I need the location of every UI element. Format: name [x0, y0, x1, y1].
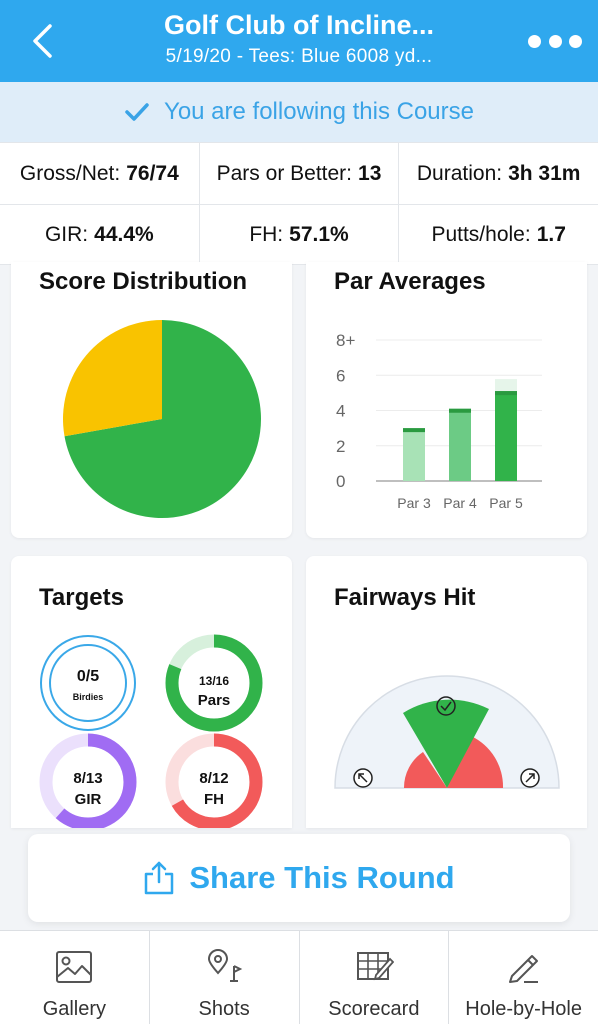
par-averages-chart: 0 2 4 6 8+ Par 3 Par 4 Par 5	[336, 331, 542, 511]
bar-par-4	[449, 408, 471, 481]
y-tick-label: 6	[336, 366, 345, 385]
check-icon	[125, 103, 149, 121]
score-pie-chart	[62, 320, 261, 518]
nav-hole-by-hole[interactable]: Hole-by-Hole	[449, 931, 598, 1024]
miss-right-wedge	[447, 736, 504, 788]
ring-outer	[40, 635, 136, 731]
round-subtitle: 5/19/20 - Tees: Blue 6008 yd...	[165, 46, 433, 67]
arrow-up-left-icon	[353, 768, 373, 788]
card-title: Targets	[39, 584, 124, 611]
fh-stat: FH: 57.1%	[200, 205, 400, 264]
nav-gallery[interactable]: Gallery	[0, 931, 150, 1024]
targets-card[interactable]: Targets 0/5 Birdies 13/16 Pars 8/13 GIR …	[11, 556, 292, 828]
y-tick-label: 2	[336, 437, 345, 456]
bar-cap	[449, 408, 471, 413]
targets-rings	[39, 634, 263, 828]
nav-label: Hole-by-Hole	[465, 998, 582, 1020]
following-text: You are following this Course	[164, 98, 474, 125]
card-title: Par Averages	[334, 268, 486, 295]
share-icon	[145, 861, 174, 895]
ring-progress	[165, 733, 263, 828]
par-averages-card[interactable]: Par Averages 0 2 4 6 8+ Par 3 Par 4 Par 5	[306, 262, 587, 538]
following-banner[interactable]: You are following this Course	[0, 82, 598, 142]
share-round-button[interactable]: Share This Round	[28, 834, 570, 922]
course-title: Golf Club of Incline...	[164, 10, 434, 40]
image-icon	[56, 951, 93, 983]
birdies-target: 0/5 Birdies	[72, 668, 104, 702]
fh-target: 8/12 FH	[199, 770, 229, 808]
nav-shots[interactable]: Shots	[150, 931, 300, 1024]
scorecard-icon	[356, 952, 394, 981]
ring-progress	[165, 634, 263, 732]
bar-par-5	[495, 391, 517, 481]
duration-stat: Duration: 3h 31m	[416, 161, 581, 185]
card-title: Fairways Hit	[334, 584, 476, 611]
gross-net-stat: Gross/Net: 76/74	[0, 143, 200, 204]
putts-stat: Putts/hole: 1.7	[431, 222, 566, 246]
ring-inner	[49, 644, 127, 722]
pars-or-better-stat: Pars or Better: 13	[200, 143, 400, 204]
bar-par-3	[403, 428, 425, 481]
score-distribution-card[interactable]: Score Distribution	[11, 262, 292, 538]
bar-cap	[403, 428, 425, 433]
arrow-up-right-icon	[520, 768, 540, 788]
miss-left-wedge	[403, 752, 447, 788]
bar-cap	[495, 391, 517, 396]
more-dots-icon[interactable]	[528, 33, 582, 49]
bar-shadow	[495, 379, 517, 392]
map-pin-icon	[208, 949, 243, 982]
pencil-icon	[508, 955, 538, 983]
fairways-hit-gauge	[334, 675, 560, 789]
y-tick-label: 4	[336, 402, 345, 421]
nav-label: Gallery	[42, 998, 107, 1020]
x-tick-label: Par 3	[397, 495, 431, 511]
app-header: Golf Club of Incline... 5/19/20 - Tees: …	[0, 0, 598, 82]
gir-target: 8/13 GIR	[73, 770, 103, 808]
gir-stat: GIR: 44.4%	[0, 205, 200, 264]
hit-wedge	[403, 699, 489, 788]
pie-slice-0	[64, 320, 261, 518]
x-tick-label: Par 4	[443, 495, 477, 511]
fairways-hit-card[interactable]: Fairways Hit	[306, 556, 587, 828]
bottom-nav: Gallery Shots Scorecard Hole-by-Hole	[0, 930, 598, 1024]
pars-target: 13/16 Pars	[197, 674, 231, 709]
round-stats: Gross/Net: 76/74 Pars or Better: 13 Durati…	[0, 142, 598, 265]
pie-slice-1	[62, 320, 162, 437]
ring-progress	[39, 733, 137, 828]
share-label: Share This Round	[189, 860, 455, 895]
y-tick-label: 8+	[336, 331, 355, 350]
nav-scorecard[interactable]: Scorecard	[300, 931, 450, 1024]
x-tick-label: Par 5	[489, 495, 523, 511]
y-tick-label: 0	[336, 472, 345, 491]
nav-label: Scorecard	[328, 998, 420, 1020]
nav-label: Shots	[198, 998, 250, 1020]
card-title: Score Distribution	[39, 268, 248, 295]
chevron-left-icon[interactable]	[26, 20, 60, 62]
check-icon	[436, 696, 456, 716]
